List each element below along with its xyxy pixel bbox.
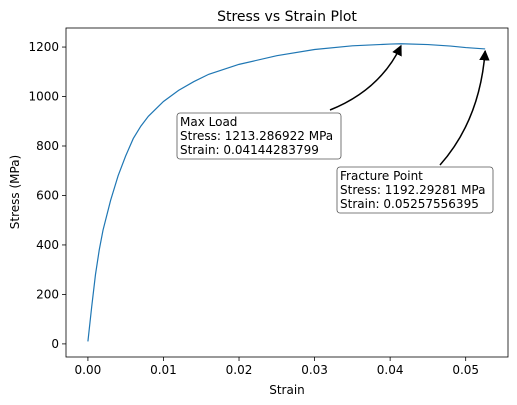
- annotation-arrow: [439, 49, 490, 166]
- x-tick-label: 0.02: [226, 363, 253, 377]
- y-axis-label: Stress (MPa): [8, 155, 22, 229]
- y-tick-label: 800: [36, 139, 59, 153]
- plot-frame: [65, 27, 509, 358]
- x-tick-label: 0.03: [301, 363, 328, 377]
- x-tick-label: 0.00: [75, 363, 102, 377]
- annotation-text: Stress: 1213.286922 MPa: [180, 129, 333, 143]
- x-axis-label: Strain: [269, 383, 305, 397]
- y-tick-label: 200: [36, 287, 59, 301]
- y-tick-label: 1200: [28, 40, 59, 54]
- y-tick-label: 400: [36, 238, 59, 252]
- annotation-box: [336, 166, 494, 214]
- x-tick-label: 0.04: [377, 363, 404, 377]
- chart-title: Stress vs Strain Plot: [217, 9, 357, 25]
- annotation-text: Fracture Point: [340, 169, 423, 183]
- y-tick-label: 600: [36, 188, 59, 202]
- y-tick-label: 1000: [28, 90, 59, 104]
- annotation-text: Strain: 0.04144283799: [180, 143, 319, 157]
- annotation-text: Max Load: [180, 115, 237, 129]
- line: [87, 43, 486, 342]
- annotation-text: Strain: 0.05257556395: [340, 197, 479, 211]
- annotation-arrow: [329, 44, 402, 111]
- y-tick-label: 0: [51, 337, 59, 351]
- annotation-box: [176, 112, 342, 160]
- x-tick-label: 0.01: [150, 363, 177, 377]
- annotation-text: Stress: 1192.29281 MPa: [340, 183, 485, 197]
- x-tick-label: 0.05: [452, 363, 479, 377]
